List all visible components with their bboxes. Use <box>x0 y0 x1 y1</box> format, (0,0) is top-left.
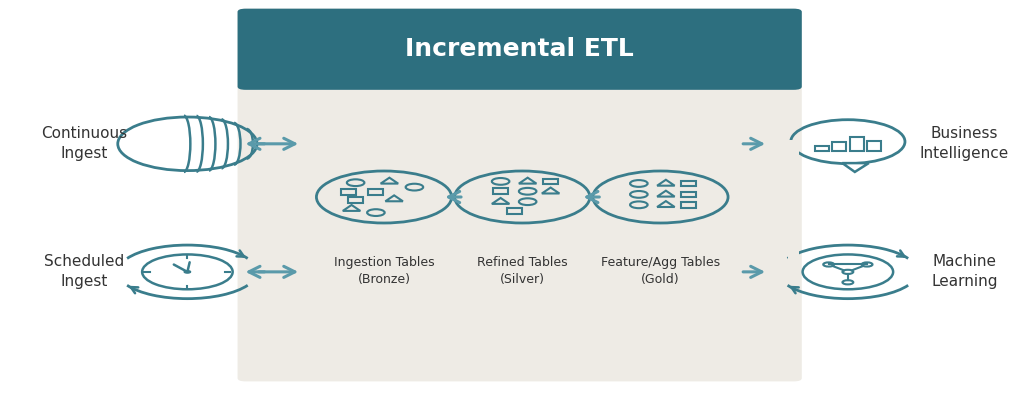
Text: Continuous
Ingest: Continuous Ingest <box>41 126 127 161</box>
Text: Feature/Agg Tables
(Gold): Feature/Agg Tables (Gold) <box>601 256 720 286</box>
FancyBboxPatch shape <box>788 140 799 276</box>
Text: Machine
Learning: Machine Learning <box>932 255 997 289</box>
Text: Incremental ETL: Incremental ETL <box>406 37 634 61</box>
Text: Business
Intelligence: Business Intelligence <box>920 126 1010 161</box>
Text: Scheduled
Ingest: Scheduled Ingest <box>44 255 124 289</box>
Text: Ingestion Tables
(Bronze): Ingestion Tables (Bronze) <box>334 256 434 286</box>
Text: Refined Tables
(Silver): Refined Tables (Silver) <box>477 256 567 286</box>
FancyBboxPatch shape <box>238 9 802 381</box>
FancyBboxPatch shape <box>246 49 794 87</box>
Polygon shape <box>843 163 868 172</box>
Circle shape <box>184 271 190 273</box>
FancyBboxPatch shape <box>238 9 802 90</box>
